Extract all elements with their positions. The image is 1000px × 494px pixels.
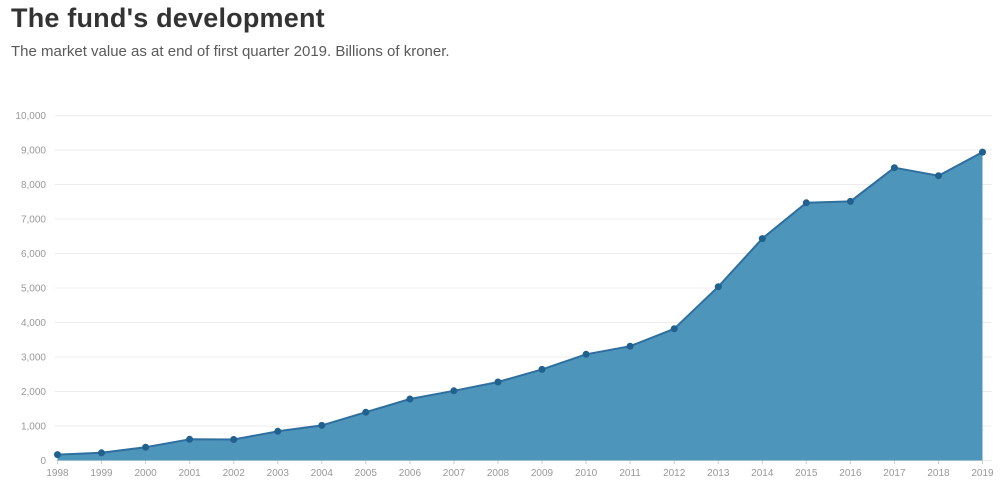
data-point-2015[interactable] xyxy=(802,199,810,207)
chart-subtitle: The market value as at end of first quar… xyxy=(11,43,450,60)
x-axis-tick-label: 2016 xyxy=(839,468,862,479)
data-point-2009[interactable] xyxy=(538,365,546,373)
page-title: The fund's development xyxy=(11,3,325,33)
data-point-1999[interactable] xyxy=(98,449,105,457)
data-point-2010[interactable] xyxy=(582,350,590,358)
data-point-2012[interactable] xyxy=(670,325,678,333)
data-point-2017[interactable] xyxy=(890,164,898,172)
y-axis-tick-label: 7,000 xyxy=(21,215,46,226)
x-axis-tick-label: 2017 xyxy=(883,468,906,479)
x-axis-tick-label: 2009 xyxy=(531,468,554,479)
trend-line xyxy=(56,151,984,456)
x-axis-tick-label: 2006 xyxy=(399,468,422,479)
y-axis-tick-label: 0 xyxy=(40,456,46,467)
x-axis-tick-label: 2000 xyxy=(134,468,157,479)
x-axis-tick-label: 2015 xyxy=(795,468,818,479)
x-axis-tick-label: 1999 xyxy=(90,468,113,479)
data-point-2011[interactable] xyxy=(626,342,634,350)
data-point-2014[interactable] xyxy=(758,235,766,243)
x-axis-tick-label: 2012 xyxy=(663,468,686,479)
data-point-2004[interactable] xyxy=(318,421,326,429)
data-point-2006[interactable] xyxy=(406,395,414,403)
data-point-2018[interactable] xyxy=(935,172,942,180)
x-axis-tick-label: 2008 xyxy=(487,468,510,479)
y-axis-tick-label: 8,000 xyxy=(21,180,46,191)
data-point-2013[interactable] xyxy=(714,283,722,291)
data-point-2008[interactable] xyxy=(494,378,502,386)
x-axis-tick-label: 2011 xyxy=(619,468,641,479)
x-axis-tick-label: 2002 xyxy=(223,468,246,479)
data-point-2000[interactable] xyxy=(142,443,150,451)
x-axis-tick-label: 2005 xyxy=(355,468,378,479)
y-axis-tick-label: 6,000 xyxy=(21,249,46,260)
y-axis-tick-label: 5,000 xyxy=(21,284,46,295)
data-point-2005[interactable] xyxy=(362,408,370,416)
y-axis-tick-label: 2,000 xyxy=(21,387,46,398)
data-point-2002[interactable] xyxy=(230,436,238,443)
data-point-2016[interactable] xyxy=(846,197,854,205)
x-axis-tick-label: 2004 xyxy=(311,468,334,479)
x-axis-tick-label: 2003 xyxy=(267,468,290,479)
data-point-2019[interactable] xyxy=(979,148,986,156)
x-axis-tick-label: 2019 xyxy=(971,468,994,479)
x-axis-tick-label: 2018 xyxy=(927,468,950,479)
x-axis-tick-label: 2001 xyxy=(178,468,201,479)
y-axis-tick-label: 10,000 xyxy=(15,111,46,122)
x-axis-tick-label: 1998 xyxy=(46,468,69,479)
y-axis-tick-label: 4,000 xyxy=(21,318,46,329)
chart-header: The fund's development The market value … xyxy=(11,3,450,60)
x-axis-tick-label: 2010 xyxy=(575,468,598,479)
x-axis-tick-label: 2013 xyxy=(707,468,730,479)
y-axis-tick-label: 3,000 xyxy=(21,353,46,364)
y-axis-tick-label: 1,000 xyxy=(21,422,46,433)
y-axis-tick-label: 9,000 xyxy=(21,146,46,157)
data-point-2003[interactable] xyxy=(274,427,282,435)
data-point-1998[interactable] xyxy=(54,451,61,459)
data-point-2001[interactable] xyxy=(186,435,194,443)
x-axis-tick-label: 2007 xyxy=(443,468,466,479)
data-point-2007[interactable] xyxy=(450,387,458,395)
area-fill xyxy=(57,152,983,461)
x-axis-tick-label: 2014 xyxy=(751,468,774,479)
